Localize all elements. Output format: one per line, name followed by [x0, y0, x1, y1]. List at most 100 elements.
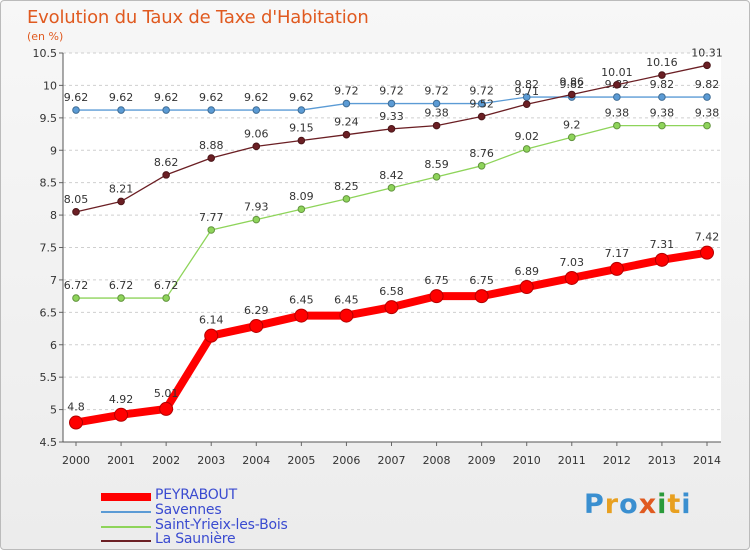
- y-tick-label: 4.5: [40, 436, 58, 449]
- data-point-savennes: [117, 106, 125, 114]
- data-label-peyrabout: 6.14: [199, 314, 224, 327]
- data-label-saint-yrieix-les-bois: 8.42: [379, 169, 404, 182]
- data-label-peyrabout: 7.42: [695, 231, 720, 244]
- data-label-savennes: 9.82: [514, 78, 539, 91]
- data-label-saint-yrieix-les-bois: 8.09: [289, 190, 314, 203]
- data-point-saint-yrieix-les-bois: [252, 215, 261, 224]
- data-point-la-sauniere: [477, 112, 486, 121]
- data-label-saint-yrieix-les-bois: 9.38: [695, 107, 720, 120]
- data-label-savennes: 9.82: [695, 78, 720, 91]
- x-tick-label: 2010: [513, 454, 541, 467]
- data-label-saint-yrieix-les-bois: 9.38: [605, 107, 630, 120]
- data-point-savennes: [477, 99, 486, 108]
- data-label-saint-yrieix-les-bois: 6.72: [154, 279, 179, 292]
- data-label-la-sauniere: 10.31: [691, 46, 723, 59]
- data-point-la-sauniere: [207, 154, 216, 162]
- data-point-saint-yrieix-les-bois: [297, 205, 306, 214]
- data-label-savennes: 9.72: [379, 85, 404, 98]
- data-point-peyrabout: [519, 280, 534, 295]
- legend-label-peyrabout: PEYRABOUT: [155, 487, 237, 503]
- data-point-la-sauniere: [432, 121, 441, 130]
- data-label-savennes: 9.62: [154, 91, 179, 104]
- data-point-la-sauniere: [387, 125, 396, 133]
- x-tick-label: 2004: [242, 454, 270, 467]
- data-point-saint-yrieix-les-bois: [162, 294, 170, 302]
- data-label-la-sauniere: 9.33: [379, 110, 404, 123]
- data-point-savennes: [522, 93, 531, 101]
- data-point-saint-yrieix-les-bois: [658, 121, 666, 130]
- data-label-peyrabout: 6.75: [469, 274, 494, 287]
- y-tick-label: 9.5: [40, 112, 58, 125]
- data-label-saint-yrieix-les-bois: 9.2: [563, 118, 581, 131]
- data-label-la-sauniere: 10.16: [646, 56, 678, 69]
- data-label-peyrabout: 6.89: [514, 265, 539, 278]
- data-point-la-sauniere: [252, 142, 261, 151]
- data-label-saint-yrieix-les-bois: 9.02: [514, 130, 539, 143]
- data-point-saint-yrieix-les-bois: [117, 294, 125, 302]
- data-point-peyrabout: [609, 261, 624, 276]
- data-point-saint-yrieix-les-bois: [387, 184, 396, 192]
- data-point-savennes: [207, 106, 216, 114]
- data-point-peyrabout: [294, 308, 309, 323]
- y-tick-label: 6: [50, 339, 57, 352]
- x-tick-label: 2011: [558, 454, 586, 467]
- data-point-peyrabout: [429, 289, 444, 304]
- legend-swatch-savennes: [101, 511, 151, 513]
- data-label-savennes: 9.72: [469, 85, 494, 98]
- chart-title: Evolution du Taux de Taxe d'Habitation: [27, 7, 369, 28]
- data-point-savennes: [387, 99, 396, 108]
- y-tick-label: 8: [50, 209, 57, 222]
- data-point-la-sauniere: [522, 100, 531, 109]
- data-label-la-sauniere: 9.15: [289, 122, 314, 135]
- x-tick-label: 2003: [197, 454, 225, 467]
- x-tick-label: 2012: [603, 454, 631, 467]
- data-label-la-sauniere: 8.88: [199, 139, 224, 152]
- y-tick-label: 6.5: [40, 306, 58, 319]
- data-label-peyrabout: 4.92: [109, 393, 134, 406]
- legend-swatch-peyrabout: [101, 493, 151, 501]
- data-label-savennes: 9.62: [199, 91, 224, 104]
- data-point-saint-yrieix-les-bois: [703, 121, 711, 130]
- x-tick-label: 2002: [152, 454, 180, 467]
- data-label-la-sauniere: 9.52: [469, 98, 494, 111]
- y-tick-label: 5: [50, 404, 57, 417]
- data-point-peyrabout: [339, 308, 354, 323]
- data-label-saint-yrieix-les-bois: 6.72: [109, 279, 134, 292]
- data-label-saint-yrieix-les-bois: 9.38: [650, 107, 675, 120]
- y-tick-label: 10.5: [33, 47, 58, 60]
- legend-label-la-sauniere: La Saunière: [155, 531, 236, 547]
- data-label-la-sauniere: 10.01: [601, 66, 633, 79]
- data-label-la-sauniere: 8.21: [109, 182, 134, 195]
- y-tick-label: 9: [50, 144, 57, 157]
- data-point-peyrabout: [249, 318, 264, 333]
- data-point-peyrabout: [700, 245, 714, 260]
- data-label-savennes: 9.62: [64, 91, 89, 104]
- data-point-savennes: [613, 93, 621, 101]
- data-point-saint-yrieix-les-bois: [477, 162, 486, 170]
- data-point-savennes: [703, 93, 711, 101]
- data-point-la-sauniere: [567, 90, 576, 99]
- data-label-saint-yrieix-les-bois: 8.59: [424, 158, 449, 171]
- data-label-la-sauniere: 9.24: [334, 116, 359, 129]
- legend-label-savennes: Savennes: [155, 502, 222, 518]
- y-tick-label: 5.5: [40, 371, 58, 384]
- data-label-la-sauniere: 9.86: [560, 75, 585, 88]
- data-label-savennes: 9.62: [244, 91, 269, 104]
- data-point-saint-yrieix-les-bois: [342, 195, 351, 203]
- data-point-la-sauniere: [658, 71, 666, 79]
- data-point-peyrabout: [159, 401, 174, 416]
- data-point-la-sauniere: [613, 80, 621, 89]
- data-label-la-sauniere: 9.38: [424, 107, 449, 120]
- data-point-saint-yrieix-les-bois: [567, 133, 576, 142]
- data-point-savennes: [252, 106, 261, 114]
- proxiti-logo: Proxiti: [584, 489, 692, 520]
- x-tick-label: 2009: [468, 454, 496, 467]
- data-label-saint-yrieix-les-bois: 6.72: [64, 279, 89, 292]
- data-label-saint-yrieix-les-bois: 8.76: [469, 147, 494, 160]
- x-tick-label: 2000: [62, 454, 90, 467]
- data-label-savennes: 9.62: [289, 91, 314, 104]
- data-label-saint-yrieix-les-bois: 7.77: [199, 211, 224, 224]
- data-point-saint-yrieix-les-bois: [72, 294, 80, 302]
